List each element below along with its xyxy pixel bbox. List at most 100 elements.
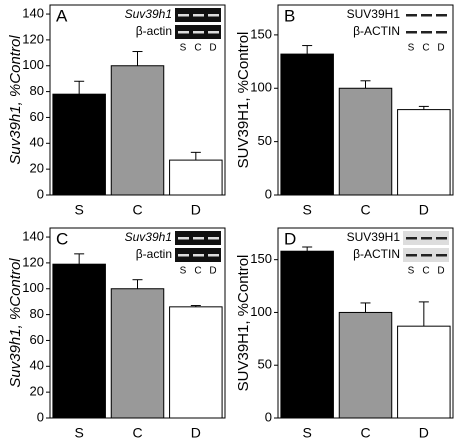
panel-label: D xyxy=(284,229,296,248)
lane-label: S xyxy=(180,43,187,54)
y-axis-label: SUV39H1, %Control xyxy=(235,32,252,169)
y-tick-label: 40 xyxy=(30,135,44,150)
bar xyxy=(110,288,165,419)
blot-label: β-actin xyxy=(136,247,172,261)
y-tick-label: 60 xyxy=(30,332,44,347)
lane-label: C xyxy=(194,43,201,54)
y-tick-label: 150 xyxy=(250,251,272,266)
lane-label: S xyxy=(180,266,187,277)
y-tick-label: 0 xyxy=(265,186,272,201)
y-tick-label: 100 xyxy=(250,80,272,95)
blot-label: β-ACTIN xyxy=(353,24,400,38)
x-tick-label: S xyxy=(302,202,311,218)
blot-band xyxy=(178,14,189,17)
blot-band xyxy=(193,14,204,17)
y-axis-label: Suv39h1, %Control xyxy=(7,35,24,165)
bar xyxy=(397,109,451,196)
blot-label: β-ACTIN xyxy=(353,247,400,261)
y-tick-label: 120 xyxy=(22,31,44,46)
y-tick-label: 80 xyxy=(30,306,44,321)
y-tick-label: 120 xyxy=(22,254,44,269)
y-tick-label: 0 xyxy=(265,409,272,424)
blot-label: SUV39H1 xyxy=(347,7,401,21)
x-tick-label: S xyxy=(74,202,83,218)
blot-band xyxy=(193,254,204,257)
x-tick-label: S xyxy=(74,425,83,441)
blot-band xyxy=(421,14,432,17)
x-tick-label: D xyxy=(191,425,201,441)
plot-frame xyxy=(277,4,454,196)
lane-label: C xyxy=(194,266,201,277)
y-tick-label: 50 xyxy=(258,133,272,148)
x-tick-label: C xyxy=(132,202,142,218)
x-tick-label: C xyxy=(132,425,142,441)
blot-band xyxy=(406,254,417,257)
lane-label: C xyxy=(422,43,429,54)
blot-band xyxy=(193,31,204,34)
y-tick-label: 80 xyxy=(30,83,44,98)
panel-label: C xyxy=(56,229,68,248)
x-tick-label: D xyxy=(419,202,429,218)
blot-band xyxy=(421,237,432,240)
y-axis-label: Suv39h1, %Control xyxy=(7,258,24,388)
y-tick-label: 100 xyxy=(22,280,44,295)
bar xyxy=(338,87,393,196)
blot-band xyxy=(178,31,189,34)
y-tick-label: 140 xyxy=(22,5,44,20)
x-tick-label: D xyxy=(419,425,429,441)
y-tick-label: 0 xyxy=(37,186,44,201)
blot-band xyxy=(406,14,417,17)
bar xyxy=(110,65,165,196)
y-tick-label: 100 xyxy=(250,304,272,319)
blot-band xyxy=(193,237,204,240)
y-axis-label: SUV39H1, %Control xyxy=(235,255,252,392)
blot-band xyxy=(436,237,447,240)
x-tick-label: D xyxy=(191,202,201,218)
lane-label: D xyxy=(437,266,444,277)
bar xyxy=(52,263,106,419)
bar xyxy=(397,325,451,419)
x-tick-label: S xyxy=(302,425,311,441)
lane-label: D xyxy=(209,43,216,54)
panel-label: B xyxy=(284,6,295,25)
blot-label: β-actin xyxy=(136,24,172,38)
x-tick-label: C xyxy=(360,425,370,441)
lane-label: S xyxy=(408,266,415,277)
blot-band xyxy=(208,14,219,17)
bar xyxy=(52,93,106,196)
blot-band xyxy=(406,31,417,34)
panel-label: A xyxy=(56,6,68,25)
y-tick-label: 50 xyxy=(258,357,272,372)
blot-band xyxy=(178,254,189,257)
y-tick-label: 20 xyxy=(30,161,44,176)
blot-band xyxy=(208,31,219,34)
plot-frame xyxy=(277,227,454,419)
blot-label: SUV39H1 xyxy=(347,230,401,244)
lane-label: C xyxy=(422,266,429,277)
bar xyxy=(280,53,334,196)
blot-label: Suv39h1 xyxy=(125,230,172,244)
blot-band xyxy=(436,14,447,17)
blot-label: Suv39h1 xyxy=(125,7,172,21)
blot-band xyxy=(436,31,447,34)
bar xyxy=(169,306,223,419)
plot-frame xyxy=(49,227,226,419)
lane-label: S xyxy=(408,43,415,54)
blot-band xyxy=(421,31,432,34)
y-tick-label: 140 xyxy=(22,228,44,243)
blot-band xyxy=(436,254,447,257)
bar xyxy=(280,250,334,419)
lane-label: D xyxy=(437,43,444,54)
y-tick-label: 40 xyxy=(30,358,44,373)
plot-frame xyxy=(49,4,226,196)
blot-band xyxy=(178,237,189,240)
lane-label: D xyxy=(209,266,216,277)
y-tick-label: 60 xyxy=(30,109,44,124)
y-tick-label: 0 xyxy=(37,409,44,424)
y-tick-label: 20 xyxy=(30,384,44,399)
bar xyxy=(169,159,223,196)
y-tick-label: 150 xyxy=(250,26,272,41)
blot-band xyxy=(406,237,417,240)
blot-band xyxy=(208,237,219,240)
